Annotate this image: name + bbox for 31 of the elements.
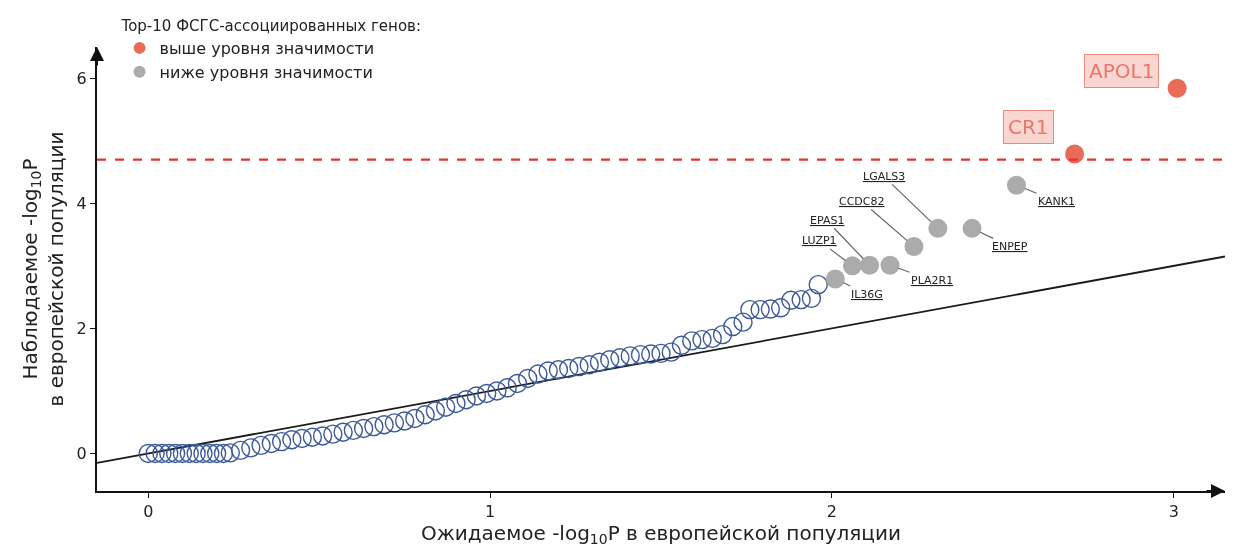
point [842, 256, 862, 276]
point [962, 218, 982, 238]
x-axis-title: Ожидаемое -log$_{10}$P в европейской популяции [421, 521, 901, 548]
x-tick-label: 0 [143, 502, 154, 522]
legend-label: ниже уровня значимости [159, 62, 373, 82]
annotation: APOL1 [1089, 59, 1155, 83]
y-tick-label: 2 [76, 319, 87, 339]
annotation: EPAS1 [810, 214, 845, 227]
y-tick-label: 4 [76, 193, 87, 213]
annotation: PLA2R1 [911, 274, 954, 287]
annotation: KANK1 [1038, 195, 1075, 208]
point [880, 255, 900, 275]
y-tick-label: 0 [76, 444, 87, 464]
point [825, 269, 845, 289]
annotation: LGALS3 [863, 170, 906, 183]
annotation: CR1 [1008, 115, 1049, 139]
legend-title: Top-10 ФСГС-ассоциированных генов: [120, 16, 421, 35]
annotation: LUZP1 [802, 234, 837, 247]
point [1007, 175, 1026, 195]
point [1167, 78, 1187, 98]
x-tick-label: 2 [826, 502, 837, 522]
point [904, 236, 924, 256]
legend-label: выше уровня значимости [159, 39, 375, 59]
x-tick-label: 3 [1168, 502, 1179, 522]
annotation: IL36G [851, 288, 883, 301]
point [928, 218, 948, 238]
annotation: ENPEP [992, 240, 1028, 253]
point [860, 255, 880, 275]
annotation: CCDC82 [839, 195, 885, 208]
y-tick-label: 6 [76, 68, 87, 88]
x-tick-label: 1 [485, 502, 496, 522]
